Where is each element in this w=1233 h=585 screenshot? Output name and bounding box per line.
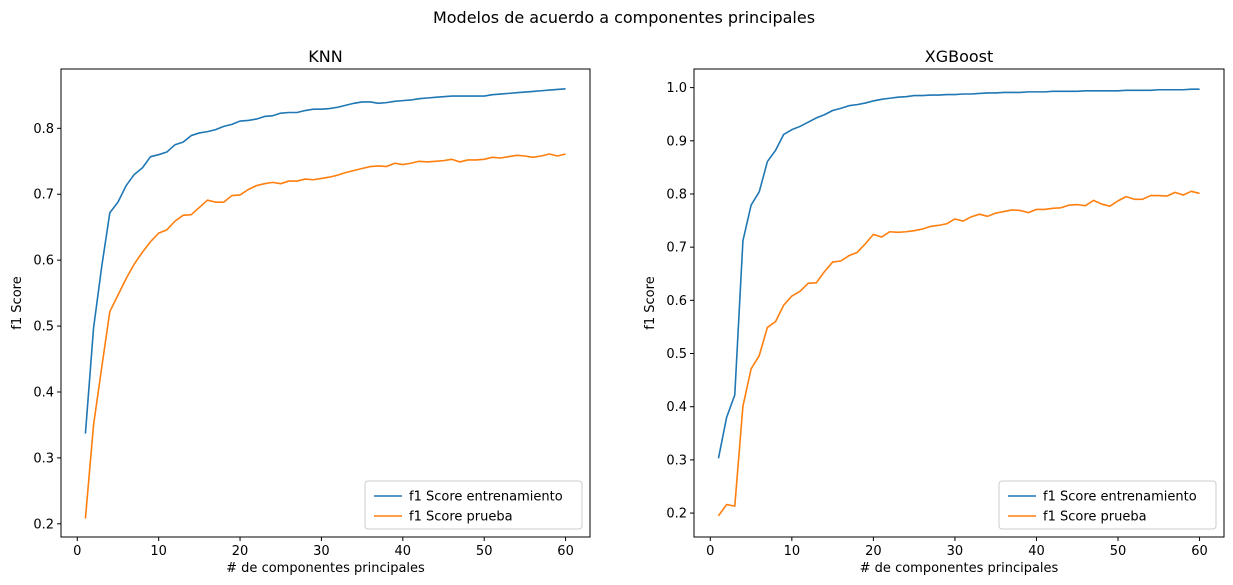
knn-y-tick-label: 0.4 [33, 385, 54, 400]
xgboost-x-tick-label: 40 [1028, 544, 1045, 559]
xgboost-series-test-line [717, 190, 1200, 517]
knn-x-tick-label: 30 [313, 544, 330, 559]
knn-y-tick-label: 0.6 [33, 254, 54, 269]
knn-x-tick-label: 50 [476, 544, 493, 559]
xgboost-subplot: 0 10 20 30 40 50 60 0.2 0.3 0.4 0.5 0.6 0.7 0.8 0.9 1.0… [643, 47, 1225, 576]
xgboost-x-tick-label: 0 [706, 544, 714, 559]
knn-x-tick-label: 10 [150, 544, 167, 559]
xgboost-legend: f1 Score entrenamiento f1 Score prueba [998, 480, 1217, 530]
xgboost-y-tick-label: 0.3 [666, 453, 687, 468]
xgboost-y-tick-label: 1.0 [666, 81, 687, 96]
xgboost-y-tick-label: 0.4 [666, 400, 687, 415]
knn-series-test-line [84, 153, 566, 519]
knn-legend-box [364, 480, 583, 530]
xgboost-y-tick-label: 0.6 [666, 294, 687, 309]
xgboost-x-tick-label: 60 [1191, 544, 1208, 559]
figure-title: Modelos de acuerdo a componentes princip… [433, 8, 815, 27]
knn-y-tick-label: 0.7 [33, 188, 54, 203]
knn-legend: f1 Score entrenamiento f1 Score prueba [364, 480, 583, 530]
xgboost-legend-label-test: f1 Score prueba [1043, 510, 1147, 525]
knn-subplot-title: KNN [308, 47, 342, 66]
xgboost-y-tick-label: 0.5 [666, 347, 687, 362]
xgboost-legend-label-train: f1 Score entrenamiento [1043, 490, 1197, 505]
xgboost-y-tick-label: 0.9 [666, 134, 687, 149]
xgboost-x-axis-label: # de componentes principales [860, 561, 1059, 576]
knn-x-tick-label: 40 [395, 544, 412, 559]
xgboost-x-tick-label: 20 [865, 544, 882, 559]
knn-x-tick-label: 60 [557, 544, 574, 559]
knn-x-axis-label: # de componentes principales [226, 561, 425, 576]
xgboost-series-train-line [717, 88, 1200, 459]
knn-y-tick-label: 0.2 [33, 517, 54, 532]
xgboost-y-axis-label: f1 Score [643, 276, 658, 329]
xgboost-y-tick-label: 0.2 [666, 507, 687, 522]
knn-x-tick-label: 0 [73, 544, 81, 559]
xgboost-y-tick-label: 0.7 [666, 241, 687, 256]
knn-x-tick-label: 20 [232, 544, 249, 559]
xgboost-y-tick-label: 0.8 [666, 187, 687, 202]
knn-y-axis-label: f1 Score [10, 276, 25, 329]
knn-y-tick-label: 0.8 [33, 122, 54, 137]
knn-legend-label-train: f1 Score entrenamiento [409, 490, 563, 505]
xgboost-axes-frame [693, 68, 1225, 538]
xgboost-legend-box [998, 480, 1217, 530]
knn-subplot: 0 10 20 30 40 50 60 0.2 0.3 0.4 0.5 0.6 0.7 0.8 KNN # d… [10, 47, 591, 576]
knn-series-train-line [84, 87, 566, 434]
knn-y-tick-label: 0.3 [33, 451, 54, 466]
xgboost-x-tick-label: 50 [1110, 544, 1127, 559]
knn-y-tick-label: 0.5 [33, 320, 54, 335]
xgboost-x-tick-label: 30 [947, 544, 964, 559]
knn-legend-label-test: f1 Score prueba [409, 510, 513, 525]
xgboost-subplot-title: XGBoost [925, 47, 994, 66]
knn-axes-frame [60, 68, 591, 538]
xgboost-x-tick-label: 10 [784, 544, 801, 559]
